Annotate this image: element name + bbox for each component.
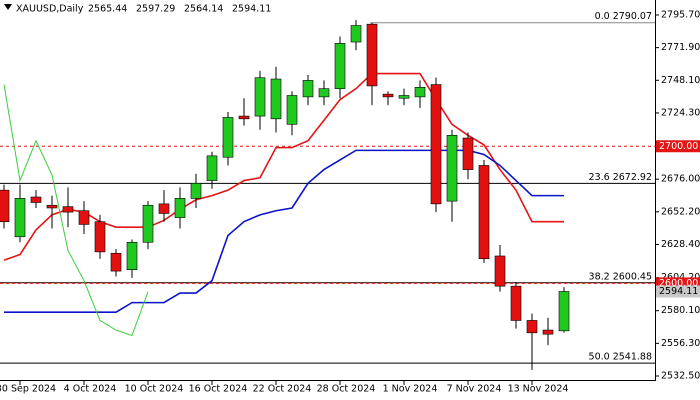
candle-body <box>46 204 58 209</box>
candle-body <box>494 255 506 287</box>
candle-body <box>414 86 426 98</box>
y-tick-label: 2676.00 <box>661 174 700 185</box>
candle-body <box>478 165 490 260</box>
candle-body <box>366 23 378 87</box>
candle-body <box>398 95 410 99</box>
x-tick-label: 10 Oct 2024 <box>125 384 184 395</box>
header-icon <box>4 4 12 10</box>
y-tick-label: 2652.20 <box>661 206 700 217</box>
candle-body <box>238 115 250 120</box>
candle-body <box>206 155 218 181</box>
y-tick-label: 2532.50 <box>661 371 700 382</box>
candle-body <box>270 78 282 120</box>
fib-label: 38.2 2600.45 <box>589 271 652 282</box>
candle-body <box>222 117 234 158</box>
candle-body <box>30 196 42 203</box>
y-tick-label: 2771.90 <box>661 42 700 53</box>
candle-body <box>190 182 202 199</box>
candle-body <box>430 84 442 205</box>
candle-body <box>94 221 106 253</box>
candle-body <box>334 43 346 89</box>
candle-body <box>286 95 298 125</box>
header-value: 2597.29 <box>136 4 175 15</box>
header-value: 2594.11 <box>232 4 271 15</box>
current-price-box <box>656 285 700 298</box>
candle-body <box>126 241 138 271</box>
x-tick-label: 1 Nov 2024 <box>383 384 438 395</box>
candle-body <box>558 291 570 332</box>
y-tick-label: 2580.10 <box>661 305 700 316</box>
candle-body <box>174 198 186 218</box>
y-tick-label: 2748.10 <box>661 75 700 86</box>
candle-body <box>142 204 154 243</box>
header-value: 2565.44 <box>88 4 127 15</box>
candle-body <box>302 80 314 98</box>
y-tick-label: 2556.30 <box>661 338 700 349</box>
candle-body <box>446 134 458 202</box>
current-price-label: 2594.11 <box>659 286 698 297</box>
candle-body <box>14 198 26 238</box>
price-level-label: 2600.00 <box>659 278 698 289</box>
candle-body <box>382 93 394 98</box>
x-tick-label: 7 Nov 2024 <box>447 384 502 395</box>
x-tick-label: 16 Oct 2024 <box>189 384 248 395</box>
candle-body <box>462 137 474 170</box>
candle-body <box>254 77 266 117</box>
candle-body <box>350 25 362 43</box>
candle-body <box>318 88 330 98</box>
x-tick-label: 30 Sep 2024 <box>0 384 56 395</box>
x-tick-label: 4 Oct 2024 <box>64 384 117 395</box>
x-tick-label: 28 Oct 2024 <box>317 384 376 395</box>
fib-label: 23.6 2672.92 <box>589 172 652 183</box>
fib-label: 50.0 2541.88 <box>589 352 652 363</box>
candle-body <box>0 189 10 222</box>
header-symbol: XAUUSD,Daily <box>16 4 84 15</box>
x-tick-label: 22 Oct 2024 <box>253 384 312 395</box>
fib-label: 0.0 2790.07 <box>595 11 652 22</box>
header-value: 2564.14 <box>184 4 223 15</box>
indicator-line <box>3 84 149 337</box>
y-tick-label: 2724.30 <box>661 107 700 118</box>
indicator-line <box>3 72 564 261</box>
candle-body <box>542 329 554 335</box>
candle-body <box>110 252 122 272</box>
y-tick-label: 2795.70 <box>661 10 700 21</box>
price-level-box <box>656 140 700 153</box>
price-level-label: 2700.00 <box>659 141 698 152</box>
candle-body <box>62 206 74 213</box>
candle-body <box>78 210 90 225</box>
y-tick-label: 2628.40 <box>661 239 700 250</box>
candle-body <box>158 203 170 214</box>
candle-body <box>510 285 522 321</box>
x-tick-label: 13 Nov 2024 <box>508 384 569 395</box>
candle-body <box>526 320 538 334</box>
